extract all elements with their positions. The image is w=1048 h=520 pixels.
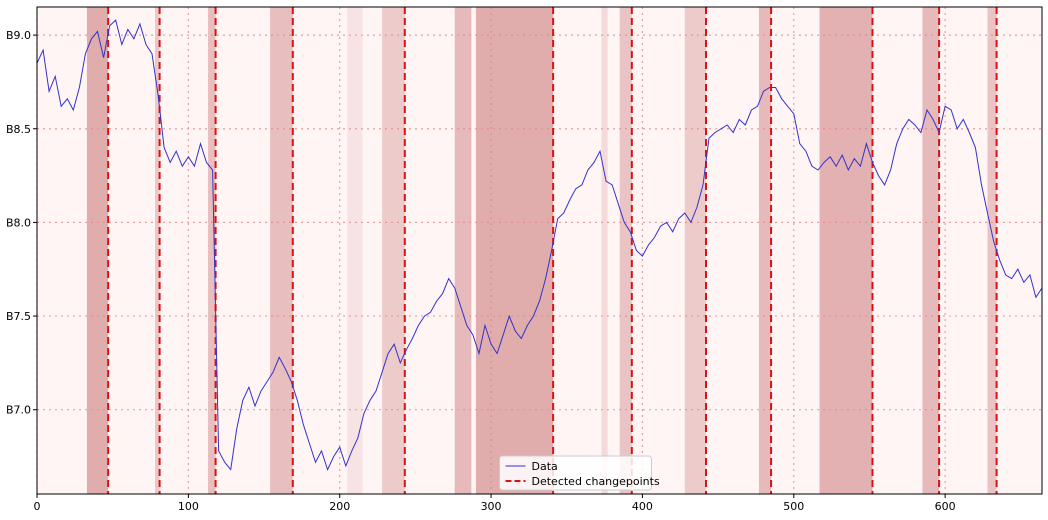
x-tick-label: 500 — [783, 500, 804, 513]
x-tick-label: 200 — [329, 500, 350, 513]
plot-frame — [36, 6, 1043, 495]
x-axis-ticks: 0 100 200 300 400 500 600 — [34, 494, 956, 513]
y-tick-label: B7.0 — [6, 404, 31, 417]
shaded-region — [987, 7, 997, 494]
shaded-region — [922, 7, 940, 494]
y-axis-ticks: B7.0 B7.5 B8.0 B8.5 B9.0 — [6, 29, 37, 417]
y-tick-label: B8.0 — [6, 216, 31, 229]
data-series-line — [36, 19, 1043, 471]
legend-label-data: Data — [532, 460, 558, 473]
x-tick-label: 100 — [178, 500, 199, 513]
x-tick-label: 0 — [34, 500, 41, 513]
legend: Data Detected changepoints — [499, 455, 660, 491]
y-tick-label: B7.5 — [6, 310, 31, 323]
shaded-region — [382, 7, 405, 494]
shaded-region — [155, 7, 160, 494]
shaded-region — [601, 7, 608, 494]
changepoint-lines — [107, 7, 998, 494]
shaded-region — [684, 7, 706, 494]
shaded-region — [758, 7, 772, 494]
x-tick-label: 600 — [935, 500, 956, 513]
legend-label-changepoints: Detected changepoints — [532, 475, 660, 488]
legend-box — [499, 455, 652, 491]
shaded-region — [619, 7, 632, 494]
shaded-region — [86, 7, 109, 494]
shaded-region — [208, 7, 216, 494]
shaded-regions — [86, 7, 997, 494]
y-tick-label: B9.0 — [6, 29, 31, 42]
shaded-region — [454, 7, 472, 494]
shaded-region — [347, 7, 363, 494]
x-tick-label: 400 — [632, 500, 653, 513]
shaded-region — [475, 7, 554, 494]
y-tick-label: B8.5 — [6, 123, 31, 136]
shaded-region — [270, 7, 293, 494]
x-tick-label: 300 — [481, 500, 502, 513]
shaded-region — [819, 7, 873, 494]
